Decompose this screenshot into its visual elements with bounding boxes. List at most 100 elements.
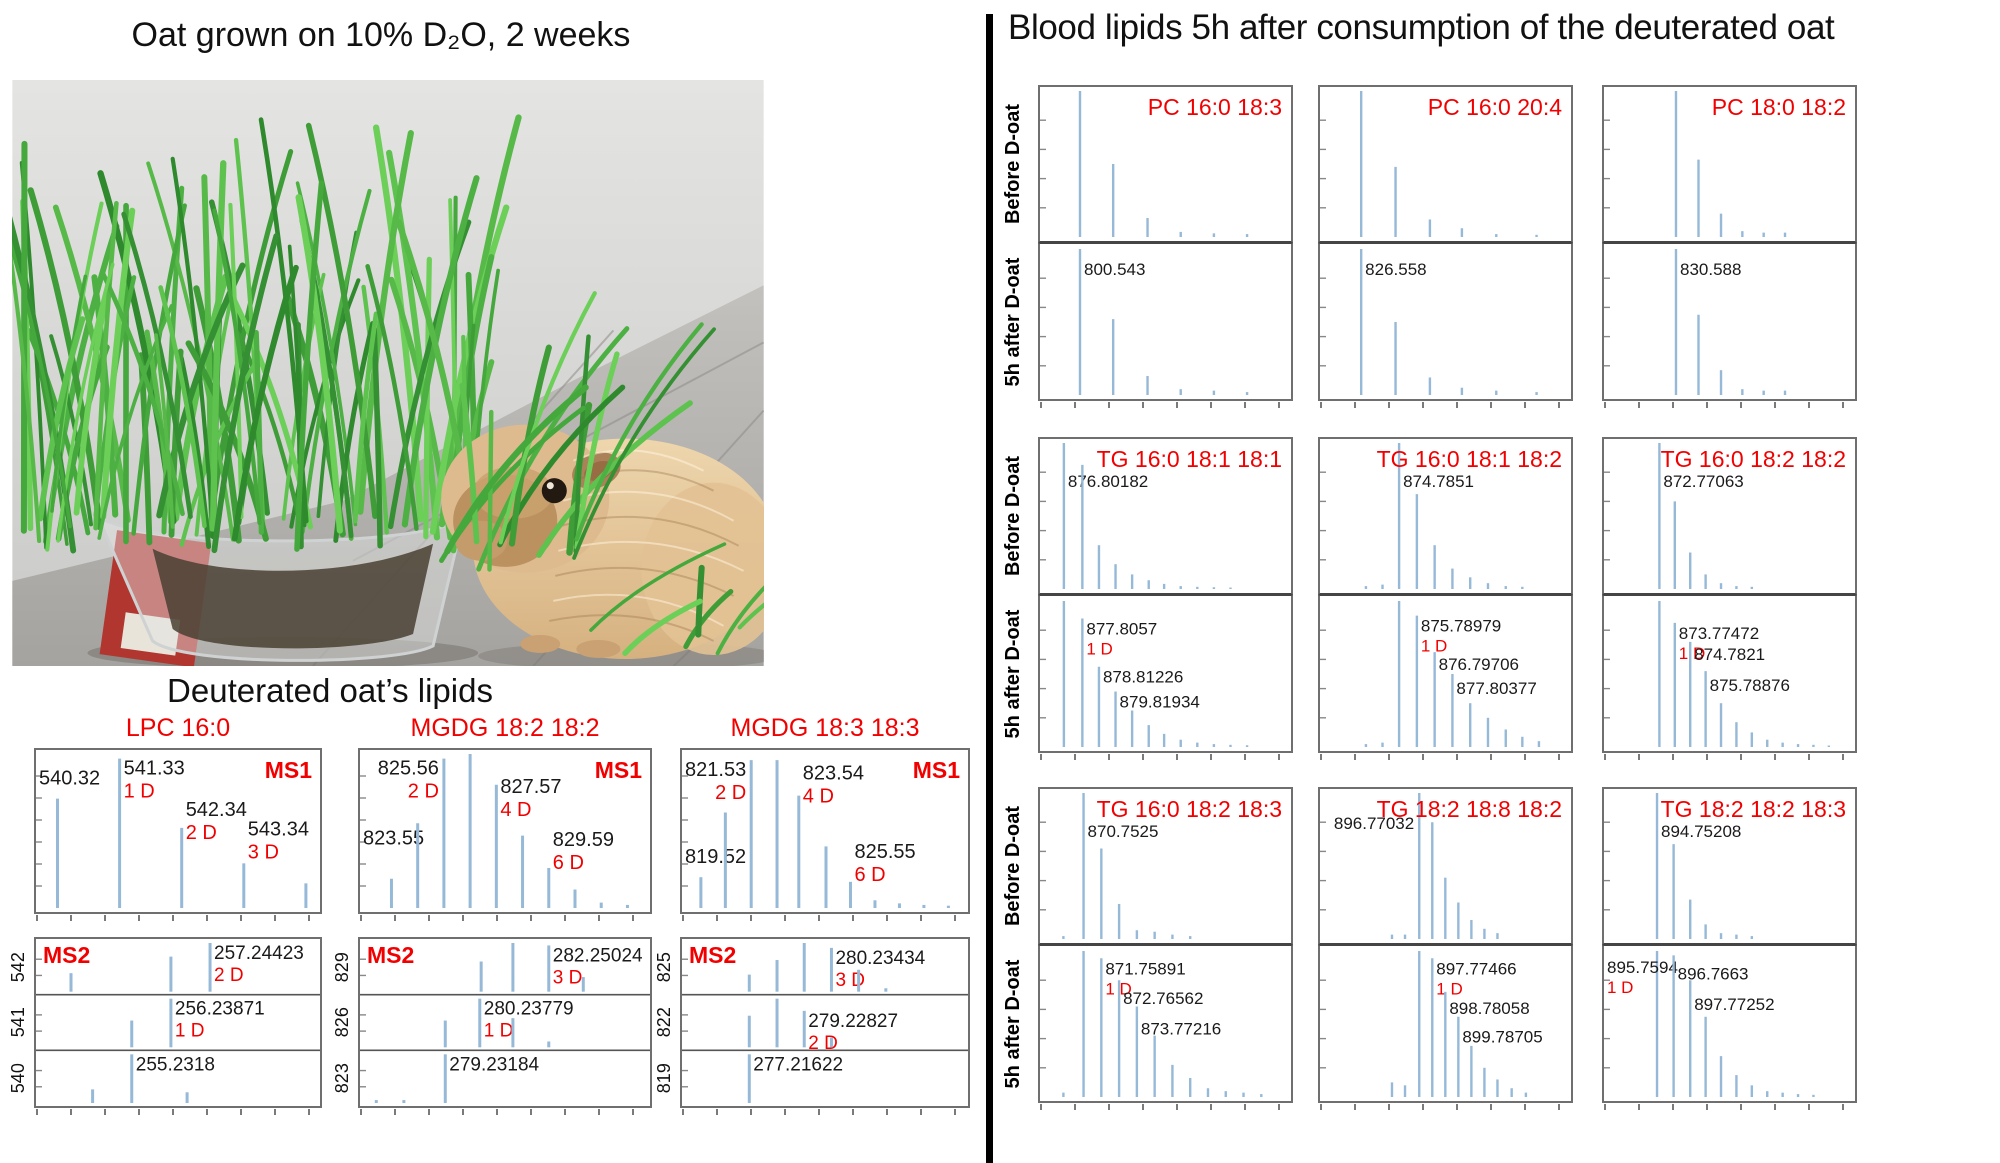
grass-blade [12,251,42,544]
spectrum-after-pc-18-0-18-2: 830.588 [1604,249,1787,395]
x-axis-ticks [1604,1104,1855,1110]
lipid-name-label: TG 16:0 18:1 18:1 [1097,446,1282,472]
grass-blade [365,264,419,531]
ms2-window-label-825: 825 [654,951,674,982]
lipid-name-label: TG 18:2 18:2 18:3 [1661,796,1846,822]
peak-mz-label: 279.23184 [449,1054,539,1075]
peak-mz-label: 876.79706 [1439,655,1519,674]
grass-blade [371,325,383,549]
peak-mz-label: 873.77472 [1679,624,1759,643]
peak-mz-label: 894.75208 [1661,822,1741,841]
ms2-window-label-829: 829 [332,951,352,982]
peak-mz-label: 877.8057 [1086,620,1157,639]
grass-blade [573,334,591,554]
x-axis-ticks [360,1109,650,1115]
peak-mz-label: 898.78058 [1449,999,1529,1018]
lipid-name-label: PC 16:0 20:4 [1428,94,1562,120]
peak-mz-label: 540.32 [39,768,100,790]
x-axis-ticks [36,1109,320,1115]
ms2-box-lpc-16-0 [34,937,322,1108]
x-axis-ticks [36,915,320,921]
grass-blade [498,291,597,545]
grass-blade [97,304,174,540]
ms2-window-label-819: 819 [654,1063,674,1094]
grass-blade [211,233,280,554]
deuterium-label: 1 D [1086,640,1112,659]
grass-blade [574,322,704,542]
ms2-tag: MS2 [367,942,414,968]
ms1-box-mgdg-18-2-18-2 [358,748,652,914]
grass-blade [294,180,325,552]
peak-mz-label: 829.59 [553,829,614,851]
y-axis-label-before-d-oat: Before D-oat [1002,104,1024,225]
grass-blade [444,384,589,555]
ms1-spectrum-lpc-16-0: 540.32 541.331 D 542.342 D 543.343 D MS1 [36,757,313,908]
deuterium-label: 4 D [500,799,531,821]
x-axis-ticks [1320,754,1571,760]
peak-mz-label: 877.80377 [1456,679,1536,698]
x-axis-ticks [360,915,650,921]
grass-blade [683,589,734,650]
ms2-box-mgdg-18-3-18-3 [680,937,970,1108]
panel-after-tg-16-0-18-1-18-2 [1318,595,1573,753]
panel-after-pc-16-0-20-4 [1318,243,1573,401]
grass-blade [228,202,244,520]
grass-blade [737,602,764,630]
x-axis-ticks [1320,1104,1571,1110]
lipid-name-label: TG 16:0 18:1 18:2 [1377,446,1562,472]
panel-before-tg-16-0-18-1-18-1 [1038,437,1293,595]
grass-blade [100,270,185,517]
spectrum-after-pc-16-0-18-3: 800.543 [1040,249,1249,395]
ms1-tag: MS1 [265,757,313,783]
lipid-name-label-mgdg-18-3-18-3: MGDG 18:3 18:3 [730,714,920,742]
grass-blade [158,285,207,529]
peak-mz-label: 282.25024 [553,945,643,966]
peak-mz-label: 277.21622 [753,1054,843,1075]
lipid-name-label: TG 16:0 18:2 18:2 [1661,446,1846,472]
deuterium-label: 1 D [175,1021,205,1042]
grass-blade [305,122,378,520]
ms1-box-mgdg-18-3-18-3 [680,748,970,914]
peak-mz-label: 821.53 [685,759,746,781]
deuterium-label: 6 D [553,852,584,874]
grass-blade [100,207,136,520]
peak-mz-label: 541.33 [124,758,185,780]
ms1-spectrum-mgdg-18-2-18-2: 823.55 825.562 D 827.574 D 829.596 D MS1 [360,754,642,908]
peak-mz-label: 823.54 [803,763,864,785]
peak-mz-label: 873.77216 [1141,1019,1221,1038]
x-axis-ticks [1040,754,1291,760]
grass-blade [154,333,175,529]
peak-mz-label: 280.23434 [835,948,925,969]
grass-blade [73,275,113,516]
grass-blade [589,542,727,632]
deuterium-label: 1 D [1436,979,1462,998]
vertical-separator [986,14,993,1163]
ms2-window-label-541: 541 [8,1007,28,1038]
lipid-name-label-lpc-16-0: LPC 16:0 [125,714,231,742]
peak-mz-label: 876.80182 [1068,472,1148,491]
grass-blade [170,156,215,530]
ms2-window-label-826: 826 [332,1007,352,1038]
x-axis-ticks [1040,1104,1291,1110]
x-axis-ticks [1604,402,1855,408]
peak-mz-label: 825.55 [854,841,915,863]
panel-before-tg-16-0-18-2-18-2 [1602,437,1857,595]
peak-mz-label: 875.78876 [1710,676,1790,695]
y-axis-label-5h-after-d-oat: 5h after D-oat [1002,959,1024,1089]
ms2-window-label-823: 823 [332,1063,352,1094]
ms2-window-label-540: 540 [8,1063,28,1094]
panel-after-tg-18-2-18-2-18-3 [1602,945,1857,1103]
panel-before-tg-16-0-18-2-18-3 [1038,787,1293,945]
deuterium-label: 2 D [408,781,439,803]
peak-mz-label: 257.24423 [214,943,304,964]
deuterium-label: 1 D [1421,637,1447,656]
peak-mz-label: 819.52 [685,846,746,868]
peak-mz-label: 872.77063 [1663,472,1743,491]
